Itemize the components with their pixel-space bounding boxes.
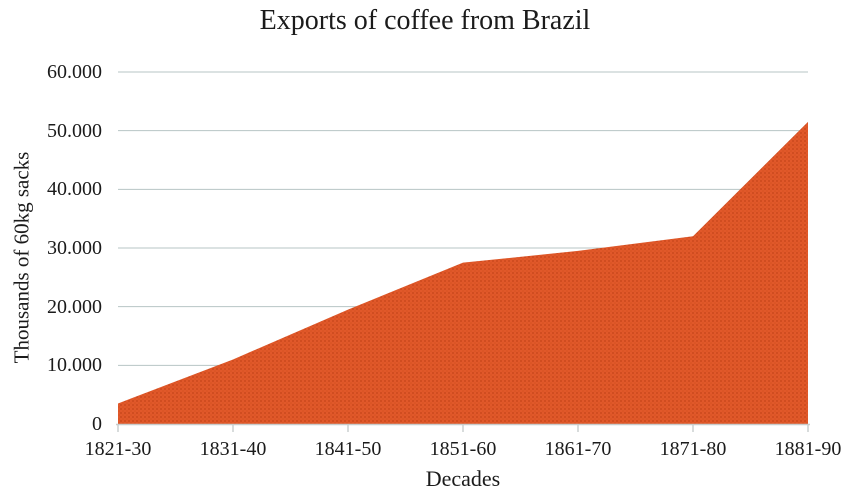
y-tick-label: 50.000	[47, 119, 102, 142]
x-tick-label: 1841-50	[314, 438, 382, 460]
y-tick-label: 40.000	[47, 178, 102, 201]
x-tick-label: 1851-60	[429, 438, 497, 460]
chart-title: Exports of coffee from Brazil	[259, 5, 591, 36]
x-tick-label: 1871-80	[659, 438, 727, 460]
x-tick-label: 1821-30	[84, 438, 152, 460]
y-tick-label: 20.000	[47, 295, 102, 318]
y-tick-label: 0	[92, 413, 102, 435]
y-tick-label: 10.000	[47, 354, 102, 377]
x-axis-title: Decades	[425, 466, 501, 491]
y-tick-label: 60.000	[47, 61, 102, 83]
x-tick-label: 1861-70	[544, 438, 612, 460]
y-tick-label: 30.000	[47, 237, 102, 259]
x-tick-label: 1881-90	[774, 438, 842, 460]
area-series	[118, 121, 808, 424]
x-tick-label: 1831-40	[199, 438, 267, 460]
